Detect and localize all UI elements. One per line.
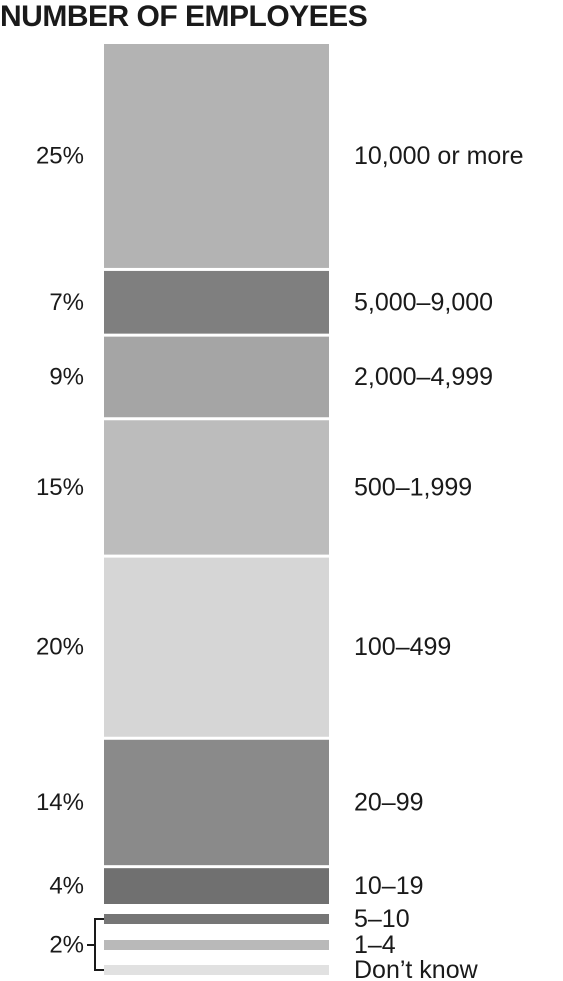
data-label: 25%: [36, 142, 84, 169]
bar-segment: [104, 965, 329, 975]
bar-segment: [104, 557, 329, 737]
bar-segment: [104, 270, 329, 334]
data-label: 14%: [36, 789, 84, 816]
data-label: 9%: [49, 363, 84, 390]
data-label: 20%: [36, 634, 84, 661]
bar-segment: [104, 940, 329, 950]
category-label: 500–1,999: [354, 473, 472, 501]
category-label: Don’t know: [354, 956, 479, 981]
bar-segment: [104, 44, 329, 268]
category-label: 2,000–4,999: [354, 363, 493, 391]
category-label: 20–99: [354, 788, 424, 816]
category-label: 10–19: [354, 872, 424, 900]
data-label: 7%: [49, 289, 84, 316]
bar-segment: [104, 868, 329, 904]
group-data-label: 2%: [49, 932, 84, 959]
chart-title: NUMBER OF EMPLOYEES: [0, 0, 368, 33]
bar-segment: [104, 739, 329, 866]
category-label: 5–10: [354, 905, 410, 933]
data-label: 15%: [36, 474, 84, 501]
category-label: 10,000 or more: [354, 142, 524, 170]
bar-segment: [104, 420, 329, 555]
category-label: 5,000–9,000: [354, 288, 493, 316]
bar-segment: [104, 914, 329, 924]
category-label: 100–499: [354, 633, 451, 661]
group-bracket: [87, 918, 104, 971]
data-label: 4%: [49, 873, 84, 900]
category-label: 1–4: [354, 931, 396, 959]
bar-segment: [104, 336, 329, 418]
